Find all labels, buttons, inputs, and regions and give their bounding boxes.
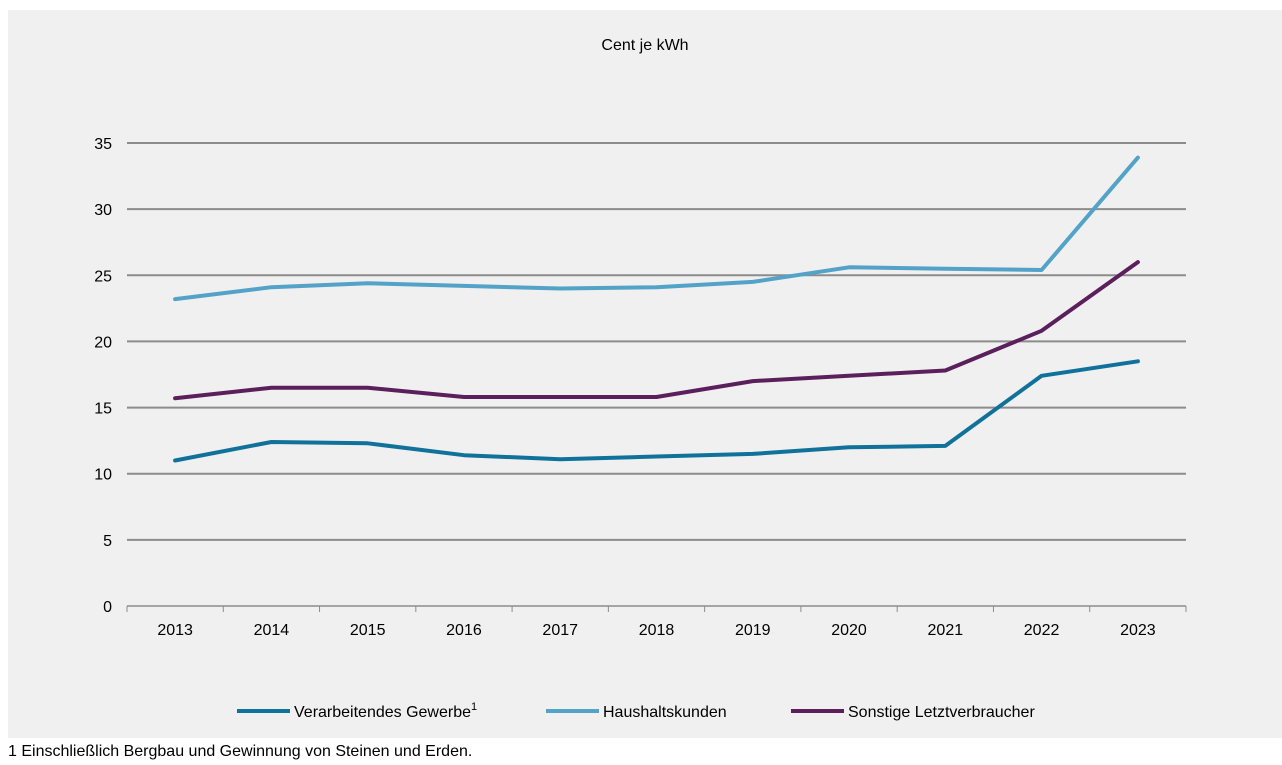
legend-label: Sonstige Letztverbraucher <box>848 704 1035 721</box>
y-tick-label: 25 <box>94 268 112 285</box>
x-tick-label: 2016 <box>446 622 482 639</box>
x-tick-label: 2020 <box>831 622 867 639</box>
y-tick-label: 30 <box>94 202 112 219</box>
x-tick-label: 2021 <box>928 622 964 639</box>
x-tick-label: 2013 <box>157 622 193 639</box>
x-tick-label: 2019 <box>735 622 771 639</box>
footnote: 1 Einschließlich Bergbau und Gewinnung v… <box>8 743 473 760</box>
series-line-2 <box>173 155 1140 302</box>
chart-panel <box>8 10 1282 738</box>
series-line-3 <box>173 260 1140 401</box>
series-line-1 <box>173 359 1140 463</box>
legend-label: Haushaltskunden <box>603 704 727 721</box>
x-tick-label: 2018 <box>639 622 675 639</box>
x-tick-label: 2014 <box>254 622 290 639</box>
chart-title: Cent je kWh <box>601 37 688 54</box>
y-tick-label: 15 <box>94 401 112 418</box>
y-tick-label: 10 <box>94 467 112 484</box>
y-tick-label: 35 <box>94 136 112 153</box>
y-tick-label: 0 <box>103 599 112 616</box>
legend-label: Verarbeitendes Gewerbe1 <box>294 701 477 721</box>
legend-footnote-marker: 1 <box>471 701 477 713</box>
y-tick-label: 20 <box>94 334 112 351</box>
x-tick-label: 2015 <box>350 622 386 639</box>
x-tick-label: 2023 <box>1120 622 1156 639</box>
y-tick-label: 5 <box>103 533 112 550</box>
x-tick-label: 2022 <box>1024 622 1060 639</box>
x-tick-label: 2017 <box>542 622 578 639</box>
